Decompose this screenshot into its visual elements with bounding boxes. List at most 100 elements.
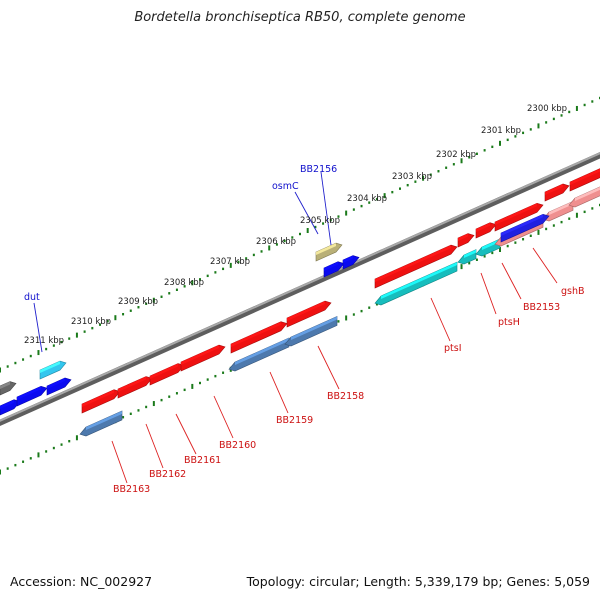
forward-gene-4[interactable] — [180, 344, 226, 372]
reverse-gene-5[interactable] — [457, 249, 477, 265]
gene-label[interactable]: gshB — [561, 286, 585, 297]
major-tick — [306, 228, 309, 234]
minor-tick — [583, 103, 586, 107]
major-tick — [152, 297, 155, 303]
other-gene-5[interactable] — [0, 381, 17, 396]
minor-tick — [375, 303, 378, 306]
minor-tick — [514, 135, 517, 138]
minor-tick — [552, 224, 555, 227]
minor-tick — [199, 381, 201, 385]
leader-line — [501, 262, 522, 300]
minor-tick — [299, 232, 301, 236]
genome-summary-text: Topology: circular; Length: 5,339,179 bp… — [246, 574, 590, 589]
other-gene-2[interactable] — [16, 385, 48, 407]
major-tick — [191, 280, 194, 286]
minor-tick — [291, 236, 294, 239]
forward-gene-5[interactable] — [230, 321, 288, 354]
reverse-gene-4[interactable] — [374, 261, 458, 306]
minor-tick — [491, 251, 494, 255]
forward-gene-10[interactable] — [494, 202, 544, 232]
gene-label[interactable]: BB2158 — [327, 391, 364, 402]
reverse-gene-3[interactable] — [284, 316, 338, 347]
other-gene-3[interactable] — [46, 377, 72, 396]
scale-tick-label: 2303 kbp — [392, 172, 432, 182]
major-tick — [460, 158, 463, 164]
reverse-gene-6[interactable] — [475, 238, 501, 257]
minor-tick — [406, 183, 409, 187]
gene-label[interactable]: osmC — [272, 181, 299, 192]
reverse-gene-1[interactable] — [79, 410, 123, 437]
forward-gene-8[interactable] — [457, 233, 475, 248]
minor-tick — [283, 239, 286, 243]
minor-tick — [483, 149, 486, 152]
gene-label[interactable]: BB2162 — [149, 469, 186, 480]
other-gene-6[interactable] — [323, 261, 345, 278]
other-gene-9[interactable] — [500, 213, 550, 243]
minor-tick — [568, 217, 571, 220]
feature-track[interactable] — [0, 167, 600, 437]
scale-tick-label: 2302 kbp — [436, 150, 476, 160]
minor-tick — [552, 117, 555, 121]
scale-tick-label: 2309 kbp — [118, 297, 158, 307]
scale-tick-label: 2304 kbp — [347, 194, 387, 204]
minor-tick — [399, 187, 401, 190]
minor-tick — [322, 222, 325, 225]
scale-tick-label: 2305 kbp — [300, 216, 340, 226]
minor-tick — [545, 227, 548, 231]
minor-tick — [260, 250, 263, 253]
minor-tick — [391, 190, 394, 194]
gene-label[interactable]: BB2161 — [184, 455, 221, 466]
scale-tick-label: 2311 kbp — [24, 336, 64, 346]
minor-tick — [314, 225, 317, 229]
forward-gene-11[interactable] — [544, 183, 570, 202]
forward-gene-2[interactable] — [117, 376, 153, 399]
major-tick — [537, 123, 540, 129]
minor-tick — [514, 241, 517, 244]
minor-tick — [491, 145, 494, 149]
minor-tick — [129, 309, 132, 312]
minor-tick — [6, 467, 9, 470]
minor-tick — [414, 180, 417, 183]
scale-labels: 2300 kbp 2301 kbp 2302 kbp 2303 kbp 2304 kbp… — [24, 104, 567, 346]
major-tick — [499, 247, 501, 252]
minor-tick — [168, 395, 171, 398]
other-gene-4[interactable] — [39, 360, 67, 380]
gene-label[interactable]: BB2153 — [523, 302, 560, 313]
minor-tick — [275, 243, 278, 246]
gene-label[interactable]: BB2160 — [219, 440, 256, 451]
forward-gene-7[interactable] — [374, 244, 458, 289]
minor-tick — [14, 361, 17, 365]
forward-gene-3[interactable] — [149, 363, 185, 386]
minor-tick — [352, 313, 355, 316]
minor-tick — [506, 138, 509, 142]
minor-tick — [145, 405, 148, 409]
gene-label[interactable]: BB2163 — [113, 484, 150, 495]
major-tick — [575, 105, 578, 111]
major-tick — [114, 315, 117, 321]
gene-label[interactable]: BB2159 — [276, 415, 313, 426]
forward-gene-9[interactable] — [475, 222, 497, 239]
major-tick — [422, 175, 425, 181]
reverse-gene-9[interactable] — [568, 185, 600, 208]
forward-gene-1[interactable] — [81, 389, 121, 414]
minor-tick — [168, 292, 171, 295]
other-gene-8[interactable] — [315, 242, 343, 262]
minor-tick — [29, 354, 32, 358]
other-gene-7[interactable] — [342, 255, 360, 270]
leader-line — [213, 395, 234, 439]
minor-tick — [368, 201, 371, 204]
gene-label[interactable]: BB2156 — [300, 164, 337, 175]
gene-label[interactable]: dut — [24, 292, 40, 303]
minor-tick — [45, 347, 48, 351]
gene-label[interactable]: ptsI — [444, 343, 462, 354]
accession-text: Accession: NC_002927 — [10, 574, 153, 589]
forward-gene-6[interactable] — [286, 300, 332, 328]
gene-label[interactable]: ptsH — [498, 317, 520, 328]
major-tick — [75, 332, 78, 338]
forward-gene-12[interactable] — [569, 167, 600, 192]
reverse-gene-2[interactable] — [228, 337, 290, 372]
minor-tick — [329, 218, 332, 222]
minor-tick — [475, 152, 478, 155]
